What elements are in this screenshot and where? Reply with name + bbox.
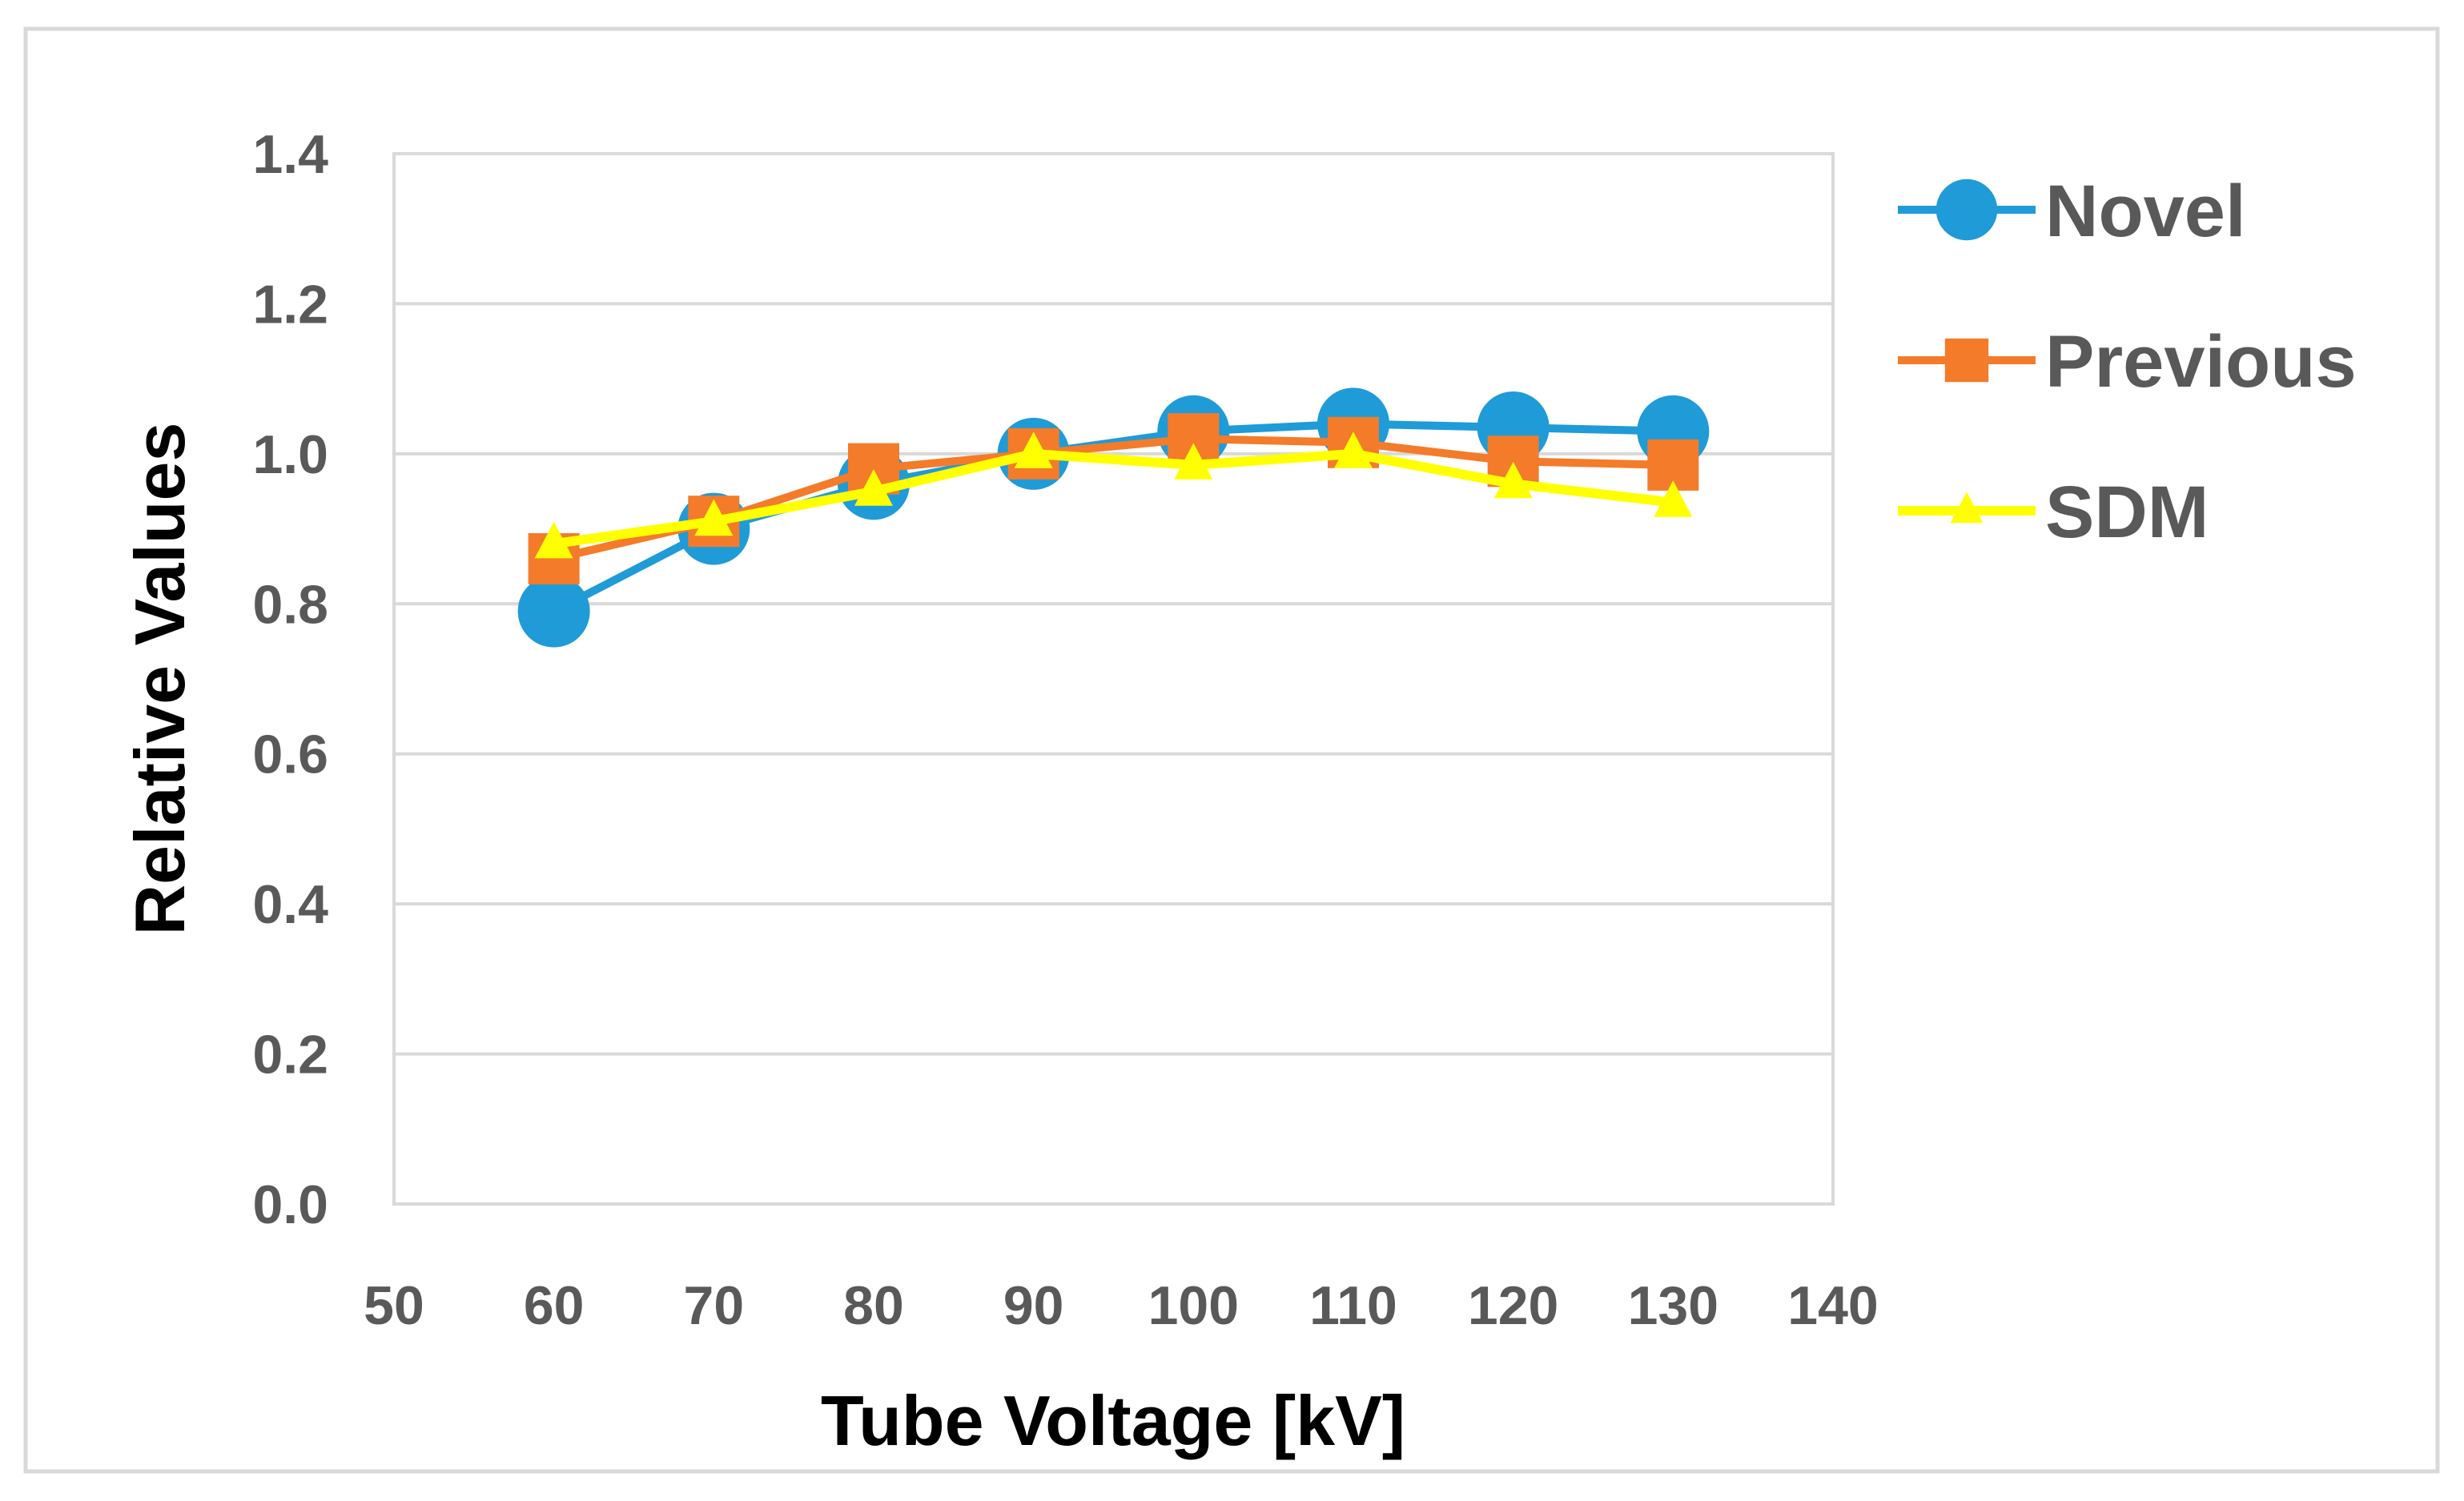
data-point-sdm <box>694 499 734 536</box>
y-tick-label: 0.0 <box>252 1174 328 1235</box>
chart-border <box>23 26 2440 1474</box>
series-sdm <box>534 431 1693 559</box>
x-tick-label: 50 <box>364 1275 424 1336</box>
y-tick-label: 0.8 <box>252 574 328 635</box>
y-axis-title: Relative Values <box>120 423 199 936</box>
data-point-sdm <box>1493 461 1533 499</box>
y-tick-label: 1.0 <box>252 424 328 485</box>
x-tick-label: 100 <box>1148 1275 1239 1336</box>
legend-marker <box>1950 492 1984 524</box>
x-axis-title: Tube Voltage [kV] <box>821 1381 1405 1460</box>
x-tick-label: 80 <box>843 1275 904 1336</box>
y-tick-label: 1.2 <box>252 274 328 335</box>
legend-item-previous: Previous <box>1898 321 2357 403</box>
legend-label: SDM <box>2045 472 2209 553</box>
y-tick-label: 0.6 <box>252 724 328 785</box>
y-axis-ticks: 0.0 0.2 0.4 0.6 0.8 1.0 1.2 1.4 <box>252 124 328 1235</box>
y-tick-label: 1.4 <box>252 124 328 185</box>
data-point-sdm <box>534 521 573 559</box>
legend-label: Novel <box>2045 171 2246 252</box>
legend-item-novel: Novel <box>1898 171 2246 252</box>
data-point-novel <box>517 575 590 648</box>
data-point-sdm <box>1014 431 1053 468</box>
legend-item-sdm: SDM <box>1898 472 2209 553</box>
x-tick-label: 120 <box>1468 1275 1558 1336</box>
x-tick-label: 90 <box>1003 1275 1064 1336</box>
data-point-sdm <box>1654 480 1693 517</box>
x-axis-ticks: 50 60 70 80 90 100 110 120 130 140 <box>364 1275 1879 1336</box>
series-line-sdm <box>553 448 1674 549</box>
legend: Novel Previous SDM <box>1898 171 2357 553</box>
data-point-sdm <box>1334 431 1373 468</box>
plot-area-border <box>392 152 1835 1206</box>
x-tick-label: 70 <box>684 1275 745 1336</box>
x-tick-label: 130 <box>1628 1275 1718 1336</box>
data-point-sdm <box>1174 443 1213 480</box>
x-tick-label: 60 <box>524 1275 585 1336</box>
data-point-sdm <box>854 469 893 506</box>
x-tick-label: 110 <box>1309 1275 1397 1336</box>
legend-marker <box>1935 179 1998 241</box>
legend-label: Previous <box>2045 321 2357 403</box>
y-tick-label: 0.2 <box>252 1025 328 1086</box>
x-tick-label: 140 <box>1787 1275 1878 1336</box>
data-series <box>517 387 1710 648</box>
legend-marker <box>1944 338 1989 383</box>
y-tick-label: 0.4 <box>252 874 328 935</box>
